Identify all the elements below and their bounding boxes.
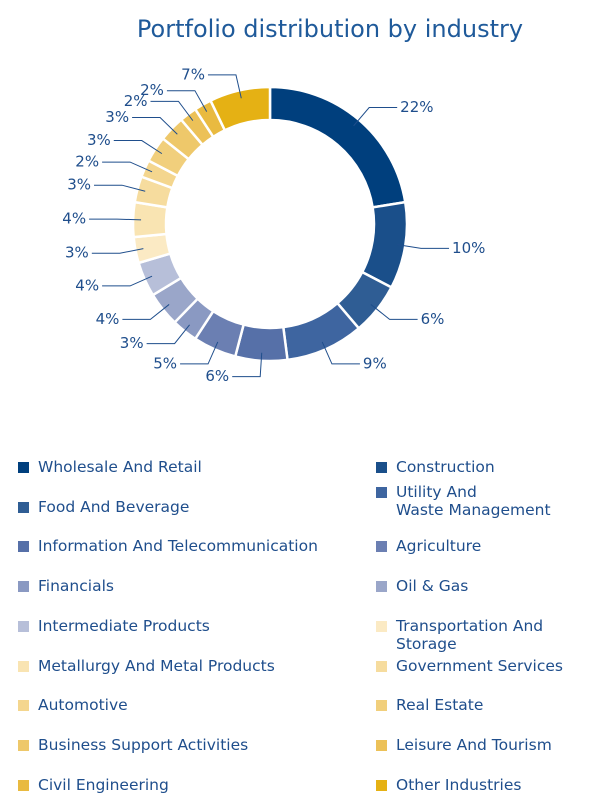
data-label: 6% <box>421 310 445 328</box>
legend-item: Intermediate Products <box>18 616 210 635</box>
legend-label: Wholesale And Retail <box>38 458 202 476</box>
legend-item: Other Industries <box>376 775 522 794</box>
legend-label: Government Services <box>396 656 563 675</box>
data-label: 3% <box>120 334 144 352</box>
leader-line <box>146 324 190 345</box>
legend-label: Agriculture <box>396 537 482 556</box>
legend-swatch <box>376 739 387 751</box>
legend-label: Real Estate <box>396 696 484 715</box>
legend-label: Business Support Activities <box>38 735 249 754</box>
data-label: 5% <box>153 354 177 372</box>
legend-item: Transportation And Storage <box>376 616 605 653</box>
legend-swatch <box>376 486 387 498</box>
legend-swatch <box>18 620 29 632</box>
leader-line <box>232 352 263 378</box>
legend-swatch <box>18 462 29 473</box>
legend-item: Information And Telecommunication <box>18 537 318 556</box>
data-label: 4% <box>75 276 99 294</box>
data-label: 3% <box>65 244 89 262</box>
legend-item: Construction <box>376 458 495 476</box>
legend-item: Metallurgy And Metal Products <box>18 656 275 675</box>
legend-swatch <box>18 700 29 712</box>
chart-title: Portfolio distribution by industry <box>137 15 523 43</box>
legend-swatch <box>18 660 29 672</box>
legend-label: Oil & Gas <box>396 577 469 596</box>
legend-swatch <box>376 581 387 593</box>
legend-swatch <box>376 779 387 791</box>
legend-label: Civil Engineering <box>38 775 169 794</box>
data-label: 22% <box>400 98 433 116</box>
legend-item: Utility And Waste Management <box>376 482 551 519</box>
legend-swatch <box>18 501 29 513</box>
legend-item: Food And Beverage <box>18 497 190 516</box>
legend-label: Financials <box>38 577 114 596</box>
legend-label: Food And Beverage <box>38 497 190 516</box>
leader-line <box>94 184 146 192</box>
legend-swatch <box>18 779 29 791</box>
leader-line <box>166 90 208 112</box>
legend-item: Automotive <box>18 696 128 715</box>
data-label: 6% <box>205 367 229 385</box>
legend-swatch <box>376 700 387 712</box>
legend-swatch <box>18 541 29 553</box>
leader-line <box>150 100 194 121</box>
legend-item: Leisure And Tourism <box>376 735 552 754</box>
leader-line <box>207 74 242 99</box>
legend-label: Utility And Waste Management <box>396 482 551 519</box>
legend-label: Metallurgy And Metal Products <box>38 656 275 675</box>
data-label: 2% <box>140 81 164 99</box>
data-label: 10% <box>452 239 485 257</box>
leader-line <box>89 218 142 221</box>
data-label: 2% <box>124 92 148 110</box>
legend-label: Leisure And Tourism <box>396 735 552 754</box>
data-label: 9% <box>363 354 387 372</box>
legend-item: Wholesale And Retail <box>18 458 202 476</box>
leader-line <box>321 341 360 365</box>
leader-line <box>91 248 144 254</box>
legend-label: Automotive <box>38 696 128 715</box>
leader-line <box>102 275 153 287</box>
legend-swatch <box>376 620 387 632</box>
legend-swatch <box>376 462 387 473</box>
data-label: 3% <box>87 131 111 149</box>
legend-item: Financials <box>18 577 114 596</box>
leader-line <box>113 140 163 155</box>
leader-line <box>353 106 398 127</box>
legend-item: Business Support Activities <box>18 735 249 754</box>
legend-label: Intermediate Products <box>38 616 210 635</box>
legend-item: Civil Engineering <box>18 775 169 794</box>
data-label: 4% <box>96 310 120 328</box>
legend-label: Information And Telecommunication <box>38 537 318 556</box>
data-label: 3% <box>105 108 129 126</box>
legend-label: Other Industries <box>396 775 522 794</box>
legend-item: Government Services <box>376 656 563 675</box>
data-label: 3% <box>67 176 91 194</box>
legend-item: Real Estate <box>376 696 484 715</box>
leader-line <box>122 304 170 320</box>
legend-label: Construction <box>396 458 495 476</box>
legend-item: Oil & Gas <box>376 577 469 596</box>
leader-line <box>132 117 178 135</box>
data-label: 4% <box>62 210 86 228</box>
legend-swatch <box>376 541 387 553</box>
legend-swatch <box>376 660 387 672</box>
donut-segment <box>268 85 407 209</box>
leader-line <box>180 341 219 365</box>
chart: Portfolio distribution by industry 22% 10… <box>62 15 523 385</box>
donut-segment <box>208 85 272 132</box>
leader-line <box>370 304 418 320</box>
data-label: 7% <box>181 65 205 83</box>
data-label: 2% <box>75 153 99 171</box>
leader-line <box>397 244 450 249</box>
legend-swatch <box>18 739 29 751</box>
legend-swatch <box>18 581 29 593</box>
leader-line <box>102 161 153 173</box>
legend-label: Transportation And Storage <box>396 616 544 653</box>
legend-item: Agriculture <box>376 537 482 556</box>
